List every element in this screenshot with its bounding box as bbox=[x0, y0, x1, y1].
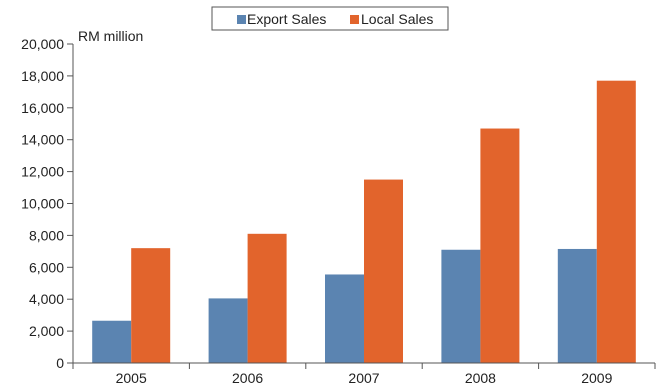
bar-local-sales-2008 bbox=[480, 128, 520, 363]
x-tick-label-2009: 2009 bbox=[581, 370, 612, 386]
y-tick-label: 10,000 bbox=[21, 196, 64, 212]
bar-export-sales-2005 bbox=[92, 320, 132, 363]
bar-local-sales-2009 bbox=[596, 80, 636, 363]
y-tick-label: 4,000 bbox=[29, 291, 64, 307]
bars bbox=[92, 80, 636, 363]
legend-swatch-export-sales bbox=[237, 15, 246, 24]
bar-export-sales-2009 bbox=[557, 248, 597, 363]
x-axis-ticks: 2005 2006 2007 2008 2009 bbox=[72, 363, 656, 386]
legend: Export Sales Local Sales bbox=[211, 6, 449, 31]
bar-export-sales-2007 bbox=[325, 274, 364, 363]
y-tick-label: 2,000 bbox=[29, 323, 64, 339]
x-tick-label-2005: 2005 bbox=[116, 370, 147, 386]
legend-label-export-sales: Export Sales bbox=[247, 11, 326, 27]
bar-local-sales-2005 bbox=[131, 248, 171, 363]
x-tick-label-2006: 2006 bbox=[232, 370, 263, 386]
y-axis-unit-label: RM million bbox=[78, 28, 143, 44]
y-tick-label: 14,000 bbox=[21, 132, 64, 148]
y-tick-label: 8,000 bbox=[29, 227, 64, 243]
y-tick-label: 20,000 bbox=[21, 36, 64, 52]
bar-local-sales-2007 bbox=[364, 179, 403, 363]
y-tick-label: 18,000 bbox=[21, 68, 64, 84]
x-tick-label-2007: 2007 bbox=[348, 370, 379, 386]
bar-local-sales-2006 bbox=[247, 233, 287, 363]
y-tick-label: 12,000 bbox=[21, 164, 64, 180]
y-axis-ticks: 0 2,000 4,000 6,000 8,000 10,000 12,000 14,000 1… bbox=[21, 36, 73, 371]
legend-label-local-sales: Local Sales bbox=[361, 11, 433, 27]
y-tick-label: 0 bbox=[56, 355, 64, 371]
x-tick-label-2008: 2008 bbox=[465, 370, 496, 386]
y-tick-label: 6,000 bbox=[29, 259, 64, 275]
bar-export-sales-2008 bbox=[441, 249, 481, 363]
legend-swatch-local-sales bbox=[350, 15, 359, 24]
y-tick-label: 16,000 bbox=[21, 100, 64, 116]
bar-export-sales-2006 bbox=[208, 298, 248, 363]
legend-box bbox=[211, 6, 449, 31]
